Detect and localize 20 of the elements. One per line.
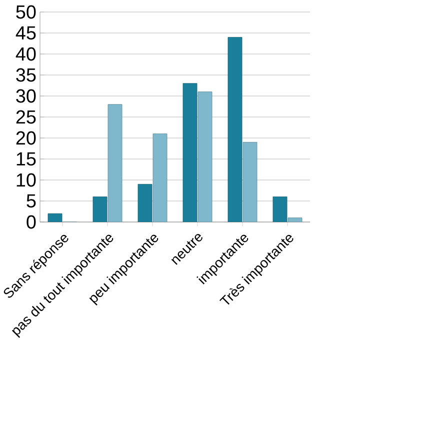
bar [92,196,108,222]
y-tick-label: 0 [26,215,36,229]
y-tick-label: 40 [16,47,36,61]
bar [108,104,122,222]
y-tick-label: 25 [16,110,36,124]
y-tick-label: 35 [16,68,36,82]
bar [228,37,242,222]
y-tick-label: 30 [16,89,36,103]
bar [242,142,258,222]
y-tick-label: 15 [16,152,36,166]
y-tick-label: 5 [26,194,36,208]
y-tick-label: 20 [16,131,36,145]
y-tick-label: 45 [16,26,36,40]
bar [198,92,212,222]
bar [182,83,198,222]
bar [138,184,152,222]
y-tick-label: 10 [16,173,36,187]
bar [152,134,168,222]
bar [272,196,288,222]
y-tick-label: 50 [16,5,36,19]
